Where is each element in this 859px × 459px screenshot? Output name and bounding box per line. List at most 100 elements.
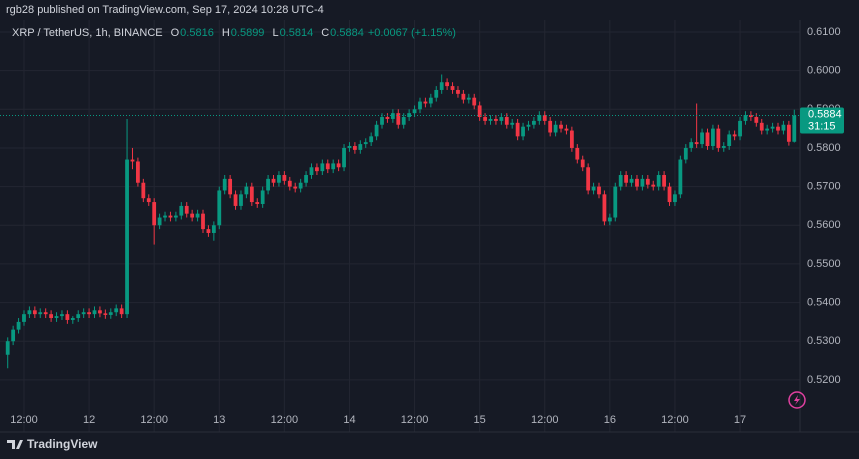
- candle-body: [358, 144, 363, 150]
- candle-body: [618, 175, 623, 187]
- candle-body: [190, 213, 195, 218]
- candle-body: [667, 186, 672, 203]
- candle-body: [662, 175, 666, 187]
- candle-body: [759, 122, 764, 131]
- candle-body: [87, 312, 91, 315]
- candle-body: [385, 117, 390, 119]
- candle-body: [27, 310, 32, 315]
- candle-body: [217, 190, 222, 226]
- candle-body: [70, 318, 75, 320]
- candle-body: [721, 146, 726, 148]
- x-tick-label: 12:00: [531, 414, 559, 426]
- x-tick-label: 12: [83, 414, 95, 426]
- brand-logo: [7, 440, 23, 449]
- candle-body: [76, 314, 81, 319]
- candle-body: [179, 205, 184, 216]
- candle-body: [765, 128, 770, 131]
- candle-body: [716, 128, 721, 148]
- ohlc-value: 0.5814: [280, 27, 314, 39]
- candle-body: [125, 159, 129, 315]
- candle-body: [504, 117, 509, 125]
- candle-body: [114, 308, 119, 313]
- candle-body: [369, 136, 374, 143]
- candle-body: [336, 163, 341, 168]
- candle-body: [65, 314, 70, 320]
- candle-body: [168, 215, 173, 218]
- candle-body: [727, 134, 732, 147]
- candle-body: [434, 89, 439, 98]
- candle-body: [49, 314, 54, 319]
- candle-body: [423, 101, 428, 104]
- candle-body: [255, 202, 260, 204]
- candle-body: [499, 117, 504, 121]
- candle-body: [184, 205, 189, 214]
- x-tick-label: 12:00: [661, 414, 689, 426]
- candle-body: [445, 82, 450, 87]
- x-tick-label: 12:00: [401, 414, 429, 426]
- candle-body: [282, 175, 287, 181]
- candle-body: [705, 132, 710, 147]
- candle-body: [38, 312, 43, 315]
- candle-body: [201, 213, 205, 230]
- candle-body: [781, 124, 786, 131]
- candle-body: [320, 163, 325, 172]
- candle-body: [16, 321, 21, 330]
- candle-body: [92, 310, 97, 315]
- candle-body: [678, 159, 683, 195]
- candle-body: [792, 115, 797, 142]
- candle-body: [607, 217, 612, 222]
- candle-body: [613, 186, 618, 218]
- candle-body: [103, 313, 108, 315]
- candle-body: [163, 215, 167, 218]
- candle-body: [5, 341, 10, 355]
- candle-body: [450, 86, 455, 90]
- candle-body: [260, 190, 265, 204]
- candle-body: [374, 124, 379, 137]
- y-tick-label: 0.5600: [807, 219, 841, 231]
- candle-body: [624, 175, 629, 183]
- ohlc-key: H: [222, 27, 230, 39]
- candle-body: [564, 128, 569, 131]
- candle-body: [54, 316, 59, 319]
- x-tick-label: 12:00: [271, 414, 299, 426]
- candle-body: [640, 178, 645, 187]
- candle-body: [352, 146, 357, 150]
- candle-body: [591, 186, 596, 191]
- candle-body: [694, 142, 699, 145]
- publish-header: rgb28 published on TradingView.com, Sep …: [6, 4, 324, 16]
- candle-body: [222, 178, 227, 191]
- candle-body: [342, 147, 346, 168]
- candle-body: [233, 194, 238, 206]
- candle-body: [32, 310, 37, 315]
- candle-body: [249, 186, 254, 203]
- candle-body: [390, 113, 395, 119]
- candle-body: [580, 159, 585, 168]
- candle-body: [146, 198, 151, 203]
- x-tick-label: 13: [213, 414, 225, 426]
- candle-body: [456, 89, 460, 94]
- candle-body: [635, 178, 639, 187]
- candle-body: [748, 115, 753, 118]
- candle-body: [786, 124, 791, 142]
- candle-body: [304, 175, 308, 183]
- candle-body: [711, 128, 715, 147]
- candle-body: [548, 120, 553, 133]
- candle-body: [602, 194, 607, 222]
- y-tick-label: 0.5400: [807, 296, 841, 308]
- candle-body: [380, 117, 384, 125]
- candle-body: [407, 113, 412, 118]
- candle-body: [461, 93, 466, 100]
- candle-body: [510, 122, 515, 125]
- ohlc-value: 0.5884: [330, 27, 364, 39]
- x-tick-label: 12:00: [140, 414, 168, 426]
- candle-body: [206, 229, 211, 233]
- candle-body: [325, 163, 330, 170]
- candle-body: [363, 142, 368, 145]
- candle-body: [418, 101, 422, 110]
- candle-body: [575, 147, 580, 160]
- candle-body: [309, 167, 314, 176]
- candle-body: [22, 314, 26, 322]
- y-tick-label: 0.5800: [807, 142, 841, 154]
